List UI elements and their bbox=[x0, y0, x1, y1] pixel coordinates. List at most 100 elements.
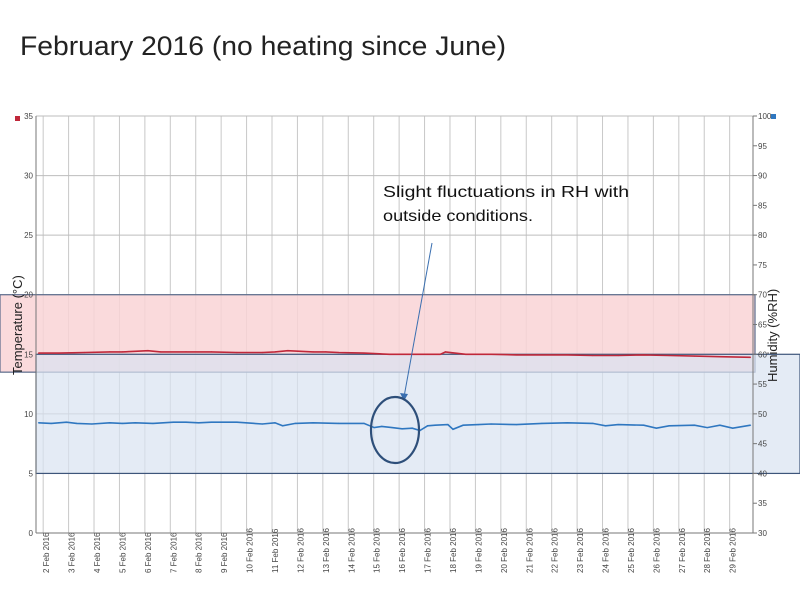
temperature-point bbox=[749, 356, 752, 358]
y-left-tick-label: 10 bbox=[24, 410, 33, 419]
humidity-point bbox=[373, 426, 375, 429]
y-right-tick-label: 80 bbox=[758, 231, 767, 240]
temperature-point bbox=[465, 353, 467, 355]
temperature-point bbox=[134, 350, 136, 352]
temperature-point bbox=[210, 351, 213, 353]
temperature-point bbox=[109, 351, 111, 353]
humidity-point bbox=[185, 421, 187, 423]
humidity-point bbox=[363, 422, 365, 424]
temperature-point bbox=[617, 354, 619, 357]
humidity-point bbox=[76, 422, 78, 424]
humidity-target-band bbox=[35, 353, 800, 475]
x-tick-label: 28 Feb 2016 bbox=[703, 528, 712, 573]
y-right-tick-label: 85 bbox=[758, 201, 767, 210]
x-tick-label: 11 Feb 2016 bbox=[271, 528, 280, 573]
humidity-point bbox=[274, 422, 276, 424]
humidity-line bbox=[38, 421, 751, 432]
x-tick-label: 15 Feb 2016 bbox=[373, 528, 382, 573]
temperature-point bbox=[363, 352, 365, 354]
y-left-tick-label: 5 bbox=[29, 469, 34, 478]
y-right-tick-label: 65 bbox=[758, 321, 767, 330]
x-tick-label: 6 Feb 2016 bbox=[144, 532, 153, 573]
temperature-point bbox=[668, 354, 670, 357]
annotation-line-1: Slight fluctuations in RH with bbox=[383, 184, 629, 201]
annotation: Slight fluctuations in RH with outside c… bbox=[369, 184, 629, 465]
x-tick-label: 2 Feb 2016 bbox=[42, 532, 51, 573]
y-left-tick-label: 25 bbox=[24, 231, 33, 240]
temperature-point bbox=[58, 352, 60, 354]
temperature-point bbox=[337, 351, 340, 354]
temperature-point bbox=[312, 351, 314, 353]
annotation-line-2: outside conditions. bbox=[383, 208, 533, 225]
legend-temperature-marker bbox=[15, 116, 20, 121]
x-tick-label: 7 Feb 2016 bbox=[169, 532, 178, 573]
x-tick-label: 26 Feb 2016 bbox=[652, 528, 661, 573]
humidity-point bbox=[668, 425, 670, 427]
humidity-point bbox=[401, 428, 403, 430]
y-left-tick-label: 30 bbox=[24, 172, 33, 181]
y-right-tick-label: 45 bbox=[758, 440, 767, 449]
y-left-tick-label: 15 bbox=[24, 350, 33, 359]
x-tick-label: 22 Feb 2016 bbox=[551, 528, 560, 573]
temperature-point bbox=[719, 356, 721, 358]
humidity-point bbox=[411, 427, 413, 429]
humidity-point bbox=[749, 424, 752, 426]
temperature-point bbox=[287, 350, 289, 352]
humidity-point bbox=[515, 423, 518, 426]
humidity-point bbox=[462, 424, 464, 426]
x-tick-label: 19 Feb 2016 bbox=[474, 528, 483, 573]
y-right-tick-label: 90 bbox=[758, 172, 767, 181]
humidity-point bbox=[337, 422, 340, 424]
temperature-point bbox=[643, 354, 645, 356]
temperature-point bbox=[83, 351, 85, 354]
y-left-tick-label: 35 bbox=[24, 112, 33, 121]
x-tick-label: 20 Feb 2016 bbox=[500, 528, 509, 573]
x-tick-label: 3 Feb 2016 bbox=[68, 532, 77, 573]
y-right-tick-label: 100 bbox=[758, 112, 772, 121]
y-right-tick-label: 35 bbox=[758, 499, 767, 508]
humidity-point bbox=[121, 422, 124, 424]
temperature-point bbox=[490, 353, 492, 355]
humidity-point bbox=[50, 422, 52, 424]
y-right-tick-label: 75 bbox=[758, 261, 767, 270]
humidity-point bbox=[294, 422, 296, 424]
humidity-point bbox=[617, 423, 619, 426]
humidity-point bbox=[282, 425, 284, 427]
humidity-point bbox=[541, 422, 543, 424]
annotation-arrow bbox=[403, 242, 433, 398]
x-tick-label: 18 Feb 2016 bbox=[449, 528, 458, 573]
x-tick-label: 13 Feb 2016 bbox=[322, 528, 331, 573]
temperature-point bbox=[566, 354, 568, 356]
x-tick-label: 5 Feb 2016 bbox=[118, 532, 127, 573]
humidity-point bbox=[604, 425, 607, 427]
humidity-point bbox=[172, 421, 174, 423]
temperature-point bbox=[159, 351, 162, 353]
humidity-point bbox=[312, 422, 314, 424]
humidity-point bbox=[490, 423, 492, 425]
annotation-ellipse bbox=[369, 395, 421, 465]
humidity-point bbox=[134, 422, 136, 424]
y-axis-right-label: Humidity (%RH) bbox=[765, 289, 780, 382]
temperature-point bbox=[592, 354, 594, 357]
x-tick-label: 27 Feb 2016 bbox=[678, 528, 687, 573]
y-right-tick-label: 30 bbox=[758, 529, 767, 538]
y-right-tick-label: 55 bbox=[758, 380, 767, 389]
temperature-point bbox=[261, 351, 263, 354]
humidity-point bbox=[477, 423, 480, 426]
legend-humidity-marker bbox=[771, 114, 776, 119]
humidity-point bbox=[198, 422, 200, 424]
x-tick-label: 10 Feb 2016 bbox=[246, 528, 255, 573]
temperature-point bbox=[121, 351, 124, 353]
temperature-point bbox=[414, 353, 416, 355]
temperature-point bbox=[388, 353, 391, 355]
temperature-point bbox=[444, 351, 446, 353]
series bbox=[37, 349, 752, 432]
humidity-point bbox=[452, 428, 454, 430]
x-tick-label: 21 Feb 2016 bbox=[525, 528, 534, 573]
x-tick-label: 25 Feb 2016 bbox=[627, 528, 636, 573]
humidity-point bbox=[643, 424, 645, 426]
x-tick-label: 4 Feb 2016 bbox=[93, 532, 102, 573]
humidity-point bbox=[719, 424, 721, 426]
humidity-point bbox=[592, 422, 594, 424]
y-right-tick-label: 60 bbox=[758, 350, 767, 359]
